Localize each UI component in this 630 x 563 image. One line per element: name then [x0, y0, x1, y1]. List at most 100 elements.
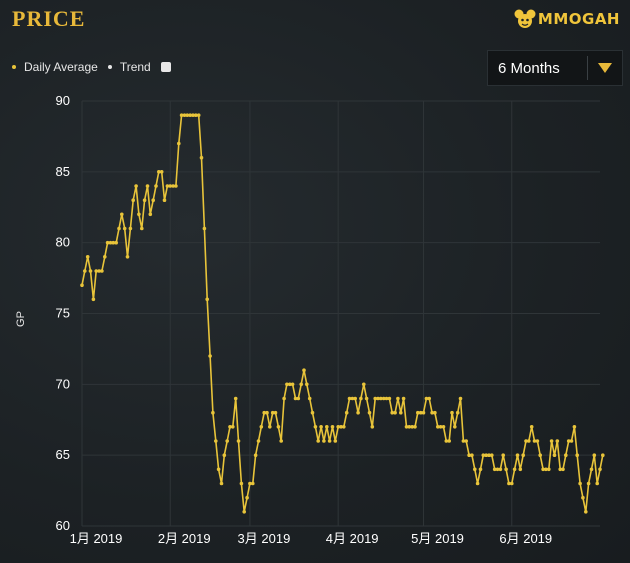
caret-down-icon [598, 63, 612, 73]
data-point [236, 439, 241, 443]
trend-toggle-checkbox[interactable] [160, 62, 171, 72]
data-point [242, 510, 246, 514]
data-point [214, 439, 218, 443]
data-point [495, 467, 500, 472]
data-point [501, 453, 506, 458]
data-point [342, 425, 346, 429]
data-point [225, 439, 229, 443]
data-point [450, 410, 454, 415]
data-point [333, 439, 338, 443]
data-point [461, 439, 466, 443]
data-point [114, 240, 118, 245]
legend-label-trend: Trend [119, 60, 151, 74]
x-tick-label: 6月 2019 [499, 531, 552, 546]
data-point [410, 425, 415, 429]
data-point [285, 382, 289, 387]
data-point [492, 467, 497, 472]
x-tick-label: 5月 2019 [411, 531, 464, 546]
data-point [305, 382, 309, 387]
time-range-dropdown[interactable]: 6 Months [487, 50, 623, 86]
data-point [578, 481, 582, 486]
data-point [174, 184, 178, 188]
data-point [85, 254, 90, 259]
data-point [83, 269, 87, 273]
data-point [507, 481, 511, 486]
data-point [199, 155, 204, 160]
data-point [117, 226, 121, 231]
data-point [307, 396, 312, 401]
data-point [120, 212, 124, 217]
data-point [91, 297, 96, 302]
data-point [233, 396, 238, 401]
data-point [157, 170, 161, 174]
data-point [208, 354, 212, 358]
brand-logo[interactable]: MMOGAH [514, 8, 620, 30]
data-point [276, 425, 281, 429]
data-point [359, 396, 363, 401]
data-point [481, 453, 486, 458]
data-point [191, 113, 195, 117]
data-point [555, 439, 560, 443]
data-point [256, 439, 261, 443]
data-point [154, 184, 158, 188]
dropdown-divider [587, 56, 588, 80]
legend-label-daily-average: Daily Average [24, 60, 98, 74]
data-point [512, 467, 517, 472]
data-point [216, 467, 221, 472]
data-point [290, 382, 295, 387]
data-point [344, 410, 349, 415]
data-point [598, 467, 602, 472]
data-point [188, 113, 192, 117]
time-range-selected-value: 6 Months [498, 59, 560, 77]
legend-item-daily-average[interactable]: Daily Average [12, 60, 98, 74]
data-point [373, 396, 378, 401]
data-point [111, 240, 116, 245]
data-point [302, 368, 306, 373]
y-tick-label: 60 [56, 518, 70, 533]
data-point [140, 226, 144, 231]
legend-item-trend[interactable]: Trend [107, 60, 171, 74]
data-point [524, 439, 528, 443]
data-point [447, 439, 452, 443]
data-point [94, 269, 98, 273]
x-tick-label: 1月 2019 [70, 531, 123, 546]
data-point [549, 439, 554, 443]
data-point [464, 439, 469, 443]
y-tick-label: 70 [56, 376, 70, 391]
data-point [592, 453, 597, 458]
data-point [484, 453, 489, 458]
data-point [245, 495, 249, 500]
data-point [421, 410, 426, 415]
data-point [97, 269, 101, 273]
y-tick-label: 75 [56, 306, 70, 321]
data-point [202, 226, 207, 231]
data-point [251, 481, 255, 486]
data-point [310, 410, 315, 415]
data-point [558, 467, 562, 472]
data-point [552, 453, 557, 458]
data-point [182, 113, 187, 117]
data-point [473, 467, 477, 472]
data-point [288, 382, 292, 387]
data-point [268, 425, 272, 429]
data-point [259, 425, 264, 429]
data-point [541, 467, 545, 472]
data-point [296, 396, 301, 401]
data-point [350, 396, 355, 401]
data-point [179, 113, 184, 117]
data-point [265, 410, 269, 415]
data-point [564, 453, 568, 458]
dropdown-caret-icon[interactable] [588, 63, 622, 73]
data-point [105, 240, 110, 245]
data-point [185, 113, 190, 117]
chart-legend: Daily Average Trend [12, 60, 181, 74]
data-point [336, 425, 341, 429]
page-title: PRICE [12, 6, 86, 31]
data-point [253, 453, 258, 458]
data-point [589, 467, 594, 472]
x-tick-label: 3月 2019 [238, 531, 291, 546]
data-point [436, 425, 440, 429]
data-point [122, 226, 127, 231]
data-point [356, 410, 360, 415]
